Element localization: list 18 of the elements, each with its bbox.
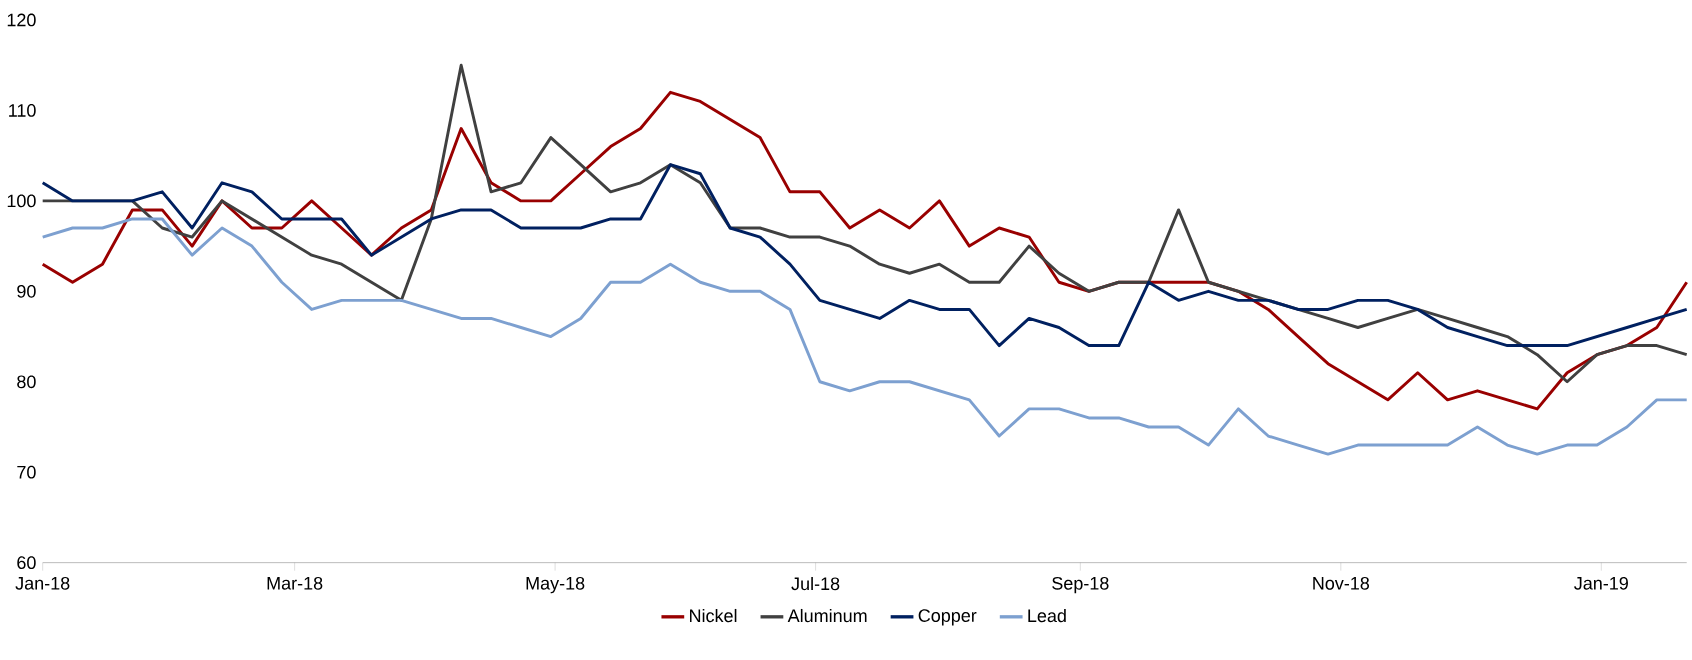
y-tick-label: 60 [17,556,36,570]
x-tick-label: Jul-18 [791,576,840,591]
legend-label: Lead [1028,608,1066,623]
legend-label: Aluminum [787,608,867,623]
y-tick-label: 80 [17,375,36,389]
legend-label: Nickel [690,608,737,623]
x-tick-label: Sep-18 [1052,576,1109,594]
x-tick-label: Mar-18 [267,576,323,590]
x-tick-label: Jan-19 [1574,576,1628,590]
y-tick-label: 110 [9,104,36,117]
y-tick-label: 100 [7,194,36,208]
x-tick-label: Nov-18 [1313,576,1370,590]
y-tick-label: 70 [17,465,36,479]
y-tick-label: 90 [17,284,36,298]
legend-label: Copper [918,609,977,626]
y-tick-label: 120 [7,13,36,27]
x-tick-label: Jan-18 [15,576,70,590]
x-tick-label: May-18 [526,576,585,594]
